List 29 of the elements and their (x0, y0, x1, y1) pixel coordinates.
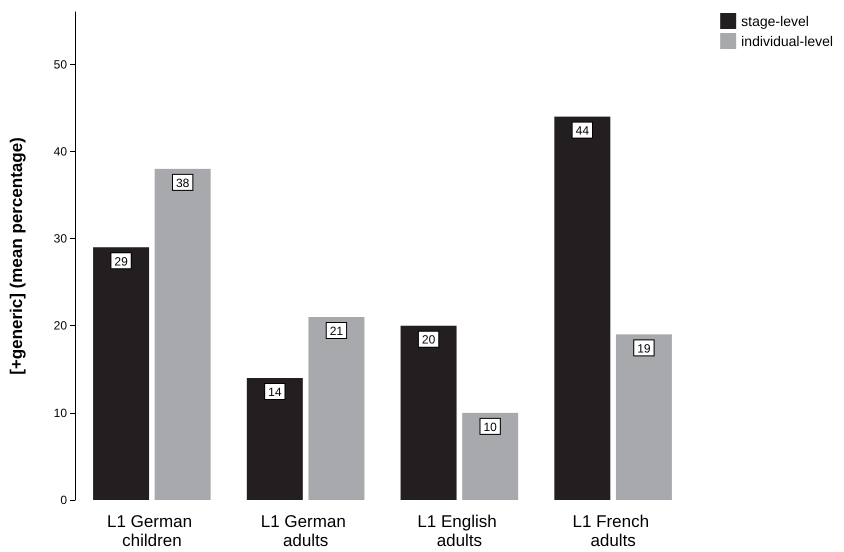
y-tick-label: 10 (54, 406, 68, 420)
legend-label: stage-level (741, 13, 809, 29)
y-tick-label: 20 (54, 318, 68, 333)
legend-label: individual-level (741, 33, 833, 49)
y-axis-title: [+generic] (mean percentage) (7, 137, 26, 375)
data-label: 38 (176, 176, 190, 190)
bar (462, 412, 518, 500)
bar (246, 378, 303, 500)
bar (554, 116, 610, 500)
data-label: 21 (330, 324, 344, 338)
data-label: 44 (576, 124, 590, 138)
bar (308, 317, 364, 500)
data-label: 19 (637, 341, 651, 356)
data-label: 14 (268, 385, 282, 399)
data-label: 29 (114, 254, 128, 268)
y-tick-label: 40 (54, 144, 68, 158)
data-label: 20 (422, 332, 436, 347)
x-tick-label: L1 German adults (260, 512, 351, 550)
bar (154, 168, 211, 500)
bar (616, 334, 672, 500)
x-tick-label: L1 English adults (417, 512, 502, 550)
x-tick-label: L1 French adults (572, 512, 654, 550)
y-tick-label: 50 (54, 57, 68, 72)
bar (400, 326, 457, 500)
bar (93, 247, 150, 500)
y-tick-label: 30 (54, 232, 68, 246)
x-tick-label: L1 German children (106, 512, 197, 550)
data-label: 10 (483, 420, 498, 434)
y-tick-label: 0 (60, 493, 68, 507)
